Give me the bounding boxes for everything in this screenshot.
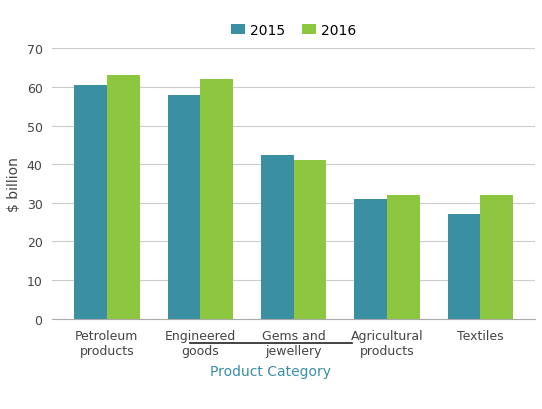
- Bar: [261, 155, 294, 319]
- Bar: [200, 80, 233, 319]
- Y-axis label: $ billion: $ billion: [7, 157, 21, 211]
- Bar: [448, 215, 480, 319]
- Bar: [294, 161, 326, 319]
- Bar: [480, 196, 513, 319]
- Bar: [167, 95, 200, 319]
- Bar: [354, 200, 387, 319]
- Bar: [387, 196, 420, 319]
- Bar: [74, 86, 107, 319]
- Bar: [107, 76, 139, 319]
- Text: Product Category: Product Category: [210, 364, 332, 378]
- Legend: 2015, 2016: 2015, 2016: [225, 18, 362, 43]
